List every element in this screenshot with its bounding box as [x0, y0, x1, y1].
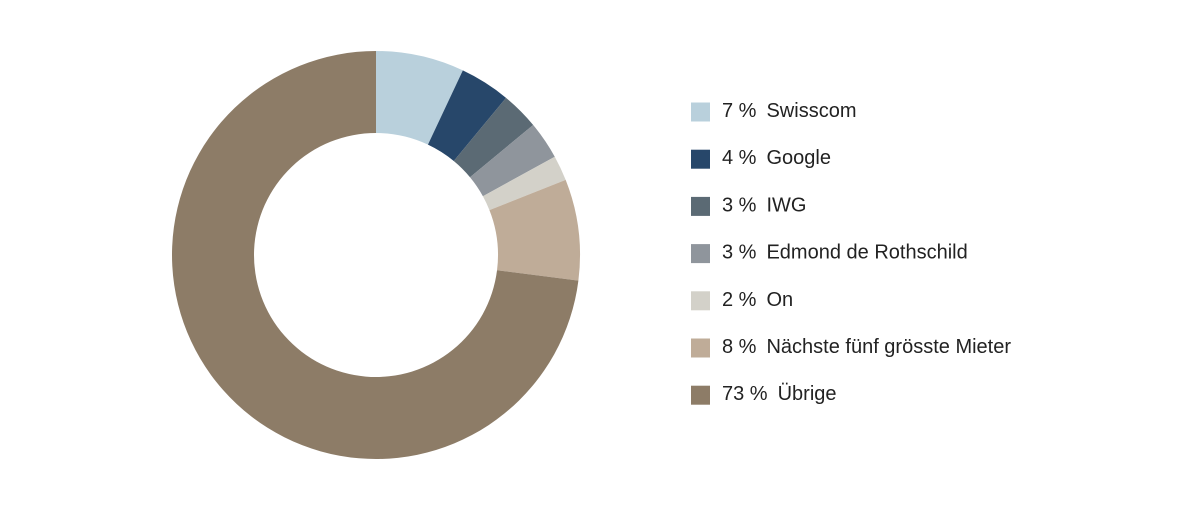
legend-value: 7 % — [722, 100, 757, 122]
legend-value: 8 % — [722, 336, 757, 358]
legend-swatch — [691, 338, 710, 358]
legend-label: Übrige — [778, 383, 837, 405]
legend-entry: 3 % Edmond de Rothschild — [722, 242, 968, 264]
legend-entry: 7 % Swisscom — [722, 100, 856, 122]
legend-value: 2 % — [722, 289, 757, 311]
donut-slice — [470, 124, 555, 197]
legend-label: Edmond de Rothschild — [766, 242, 967, 264]
donut-slice — [489, 179, 580, 281]
donut-slice — [427, 70, 507, 161]
donut-slice — [172, 51, 579, 460]
legend-value: 4 % — [722, 147, 757, 169]
legend-swatch — [691, 291, 710, 311]
legend-swatch — [691, 149, 710, 169]
donut-slice — [453, 97, 534, 178]
legend-value: 73 % — [722, 383, 768, 405]
legend-swatch — [691, 102, 710, 122]
donut-slice — [376, 51, 463, 145]
legend-entry: 73 % Übrige — [722, 383, 837, 405]
legend-entry: 4 % Google — [722, 147, 831, 169]
legend-label: Google — [766, 147, 831, 169]
legend-label: Nächste fünf grösste Mieter — [766, 336, 1011, 358]
legend-swatch — [691, 385, 710, 405]
legend-value: 3 % — [722, 195, 757, 217]
legend-entry: 3 % IWG — [722, 195, 806, 217]
legend-swatch — [691, 244, 710, 264]
donut-slice — [482, 156, 566, 211]
legend-entry: 2 % On — [722, 289, 793, 311]
legend-label: Swisscom — [766, 100, 856, 122]
legend-swatch — [691, 196, 710, 216]
legend-entry: 8 % Nächste fünf grösste Mieter — [722, 336, 1011, 358]
legend-value: 3 % — [722, 242, 757, 264]
legend-label: IWG — [766, 195, 806, 217]
legend-label: On — [766, 289, 793, 311]
